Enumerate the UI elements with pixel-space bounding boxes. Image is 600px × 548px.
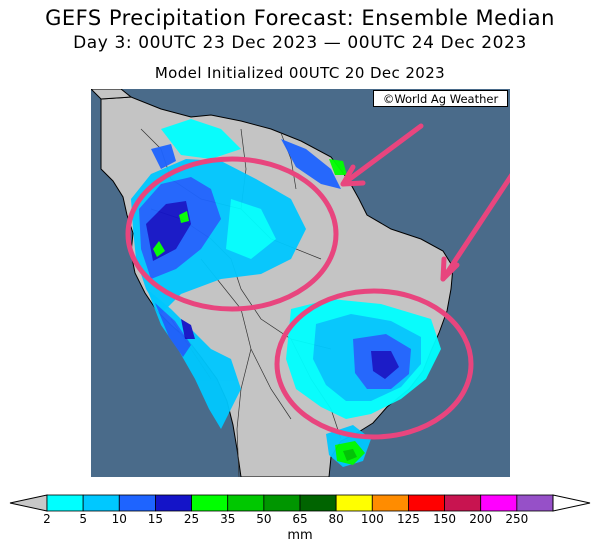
annotations bbox=[125, 123, 510, 440]
colorbar-swatch-13 bbox=[516, 494, 554, 512]
colorbar-swatch-4 bbox=[191, 494, 229, 512]
legend-tick-10: 125 bbox=[396, 512, 420, 526]
model-init: Model Initialized 00UTC 20 Dec 2023 bbox=[154, 64, 446, 82]
highlight-ellipse-south bbox=[274, 288, 474, 440]
colorbar-swatch-12 bbox=[480, 494, 518, 512]
colorbar-swatch-1 bbox=[82, 494, 120, 512]
legend-tick-12: 200 bbox=[469, 512, 493, 526]
precip-andes bbox=[147, 289, 241, 429]
colorbar-swatch-10 bbox=[408, 494, 445, 512]
legend-tick-1: 5 bbox=[79, 512, 87, 526]
colorbar-swatch-2 bbox=[118, 494, 156, 512]
highlight-ellipse-north bbox=[125, 156, 339, 312]
map-title: GEFS Precipitation Forecast: Ensemble Me… bbox=[45, 6, 555, 30]
colorbar-segments bbox=[46, 494, 554, 512]
colorbar-swatch-6 bbox=[263, 494, 301, 512]
legend-tick-6: 50 bbox=[256, 512, 272, 526]
legend-tick-2: 10 bbox=[111, 512, 127, 526]
legend-tick-13: 250 bbox=[505, 512, 529, 526]
colorbar-under-arrow bbox=[9, 494, 48, 512]
precip-amazon bbox=[131, 159, 306, 314]
legend-tick-11: 150 bbox=[433, 512, 457, 526]
precip-north bbox=[151, 119, 347, 189]
legend-tick-5: 35 bbox=[220, 512, 236, 526]
arrow-east-head bbox=[440, 256, 460, 282]
colorbar-swatch-7 bbox=[299, 494, 337, 512]
colorbar-swatch-3 bbox=[155, 494, 192, 512]
colorbar-swatch-9 bbox=[371, 494, 409, 512]
colorbar-swatch-8 bbox=[335, 494, 373, 512]
central-america-land bbox=[91, 89, 133, 100]
precip-central-brazil bbox=[286, 299, 441, 419]
credit-label: ©World Ag Weather bbox=[373, 90, 508, 107]
colorbar bbox=[9, 494, 591, 512]
colorbar-swatch-5 bbox=[227, 494, 265, 512]
legend-tick-0: 2 bbox=[43, 512, 51, 526]
legend-tick-9: 100 bbox=[360, 512, 384, 526]
colorbar-over-arrow bbox=[552, 494, 591, 512]
arrow-east-shaft bbox=[440, 173, 510, 282]
legend-units: mm bbox=[287, 528, 313, 543]
legend-tick-7: 65 bbox=[292, 512, 308, 526]
legend-tick-4: 25 bbox=[183, 512, 200, 526]
colorbar-swatch-11 bbox=[444, 494, 482, 512]
legend-tick-3: 15 bbox=[147, 512, 164, 526]
arrow-north-head bbox=[340, 164, 366, 187]
forecast-period: Day 3: 00UTC 23 Dec 2023 — 00UTC 24 Dec … bbox=[73, 33, 527, 53]
precip-map bbox=[91, 89, 510, 477]
legend-tick-8: 80 bbox=[328, 512, 344, 526]
colorbar-swatch-0 bbox=[46, 494, 84, 512]
arrow-north-shaft bbox=[340, 123, 424, 187]
